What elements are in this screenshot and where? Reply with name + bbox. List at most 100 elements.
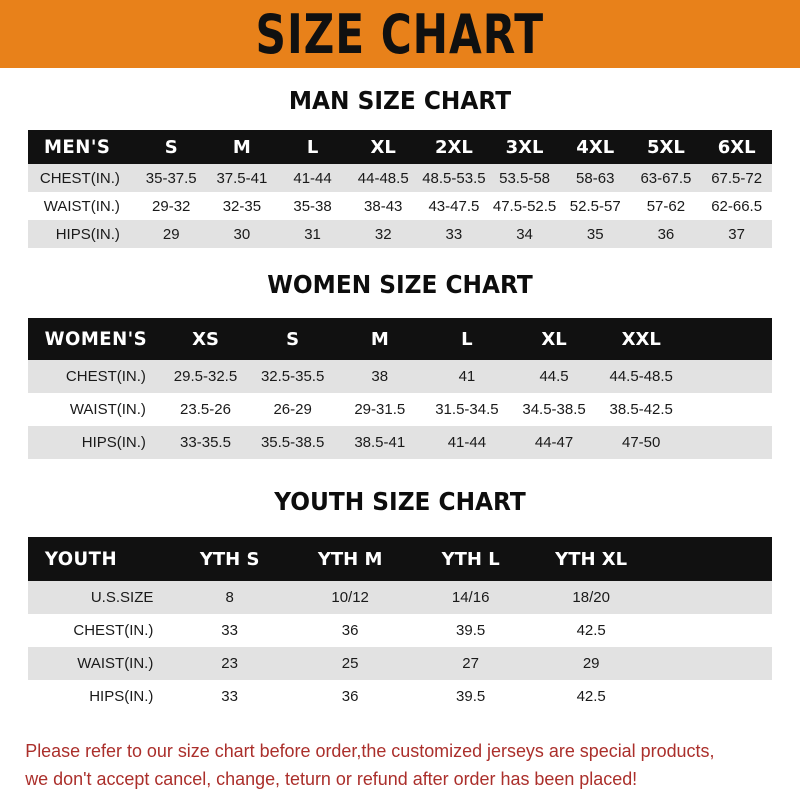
men-row-label-chest-in: CHEST(IN.) — [39, 169, 120, 187]
men-size-header-3xl: 3XL — [505, 136, 544, 158]
table-cell: 38.5-42.5 — [609, 401, 673, 418]
table-row: WAIST(IN.) 29-32 32-35 35-38 38-43 43-47.5 47.… — [28, 192, 772, 220]
table-row: WAIST(IN.) 23.5-26 26-29 29-31.5 31.5-34.5 34… — [28, 393, 772, 426]
table-cell: 63-67.5 — [640, 169, 692, 187]
table-cell: 35 — [586, 225, 604, 243]
women-size-header-xxl: XXL — [621, 328, 661, 350]
women-row-label-hips-in: HIPS(IN.) — [81, 434, 146, 451]
table-cell: 53.5-58 — [499, 169, 550, 187]
table-cell: 62-66.5 — [711, 197, 763, 215]
table-cell: 29-31.5 — [354, 401, 406, 418]
table-cell: 39.5 — [456, 622, 486, 639]
table-cell-filler — [685, 393, 772, 426]
women-size-header-xl: XL — [541, 328, 567, 350]
table-cell: 41-44 — [447, 434, 487, 451]
table-cell: 42.5 — [576, 622, 606, 639]
table-cell: 32 — [374, 225, 392, 243]
women-row-label-chest-in: CHEST(IN.) — [65, 368, 146, 385]
table-row: HIPS(IN.) 33 36 39.5 42.5 — [28, 680, 772, 713]
youth-section: YOUTH SIZE CHART YOUTH YTH S YTH M YTH L YTH… — [0, 487, 800, 713]
table-cell: 29-32 — [152, 197, 191, 215]
youth-section-title: YOUTH SIZE CHART — [274, 487, 526, 516]
table-cell: 38 — [371, 368, 389, 385]
banner-divider — [0, 68, 800, 73]
table-cell: 39.5 — [456, 688, 486, 705]
table-cell: 41-44 — [293, 169, 332, 187]
table-cell: 33-35.5 — [180, 434, 231, 451]
table-cell: 48.5-53.5 — [422, 169, 486, 187]
youth-row-label-waist-in: WAIST(IN.) — [77, 655, 154, 672]
table-cell: 47-50 — [622, 434, 661, 451]
youth-size-header-filler — [651, 537, 772, 581]
table-cell: 33 — [221, 688, 238, 705]
table-cell: 35-37.5 — [145, 169, 197, 187]
men-size-table: MEN'S S M L XL 2XL 3XL 4XL 5XL 6XL CHEST(IN.) 35-37… — [28, 130, 772, 248]
men-size-header-5xl: 5XL — [646, 136, 685, 158]
table-cell: 52.5-57 — [569, 197, 621, 215]
youth-size-header-yth-l: YTH L — [441, 548, 500, 570]
table-cell: 10/12 — [331, 589, 369, 606]
table-cell: 57-62 — [646, 197, 686, 215]
table-cell: 37.5-41 — [216, 169, 268, 187]
table-cell-filler — [685, 360, 772, 393]
youth-row-label-u-s-size: U.S.SIZE — [90, 589, 154, 606]
women-table-header-row: WOMEN'S XS S M L XL XXL — [28, 318, 772, 360]
table-row: U.S.SIZE 8 10/12 14/16 18/20 — [28, 581, 772, 614]
page-title: SIZE CHART — [255, 2, 545, 66]
table-cell: 14/16 — [451, 589, 490, 606]
table-cell: 34.5-38.5 — [522, 401, 586, 418]
table-row: CHEST(IN.) 33 36 39.5 42.5 — [28, 614, 772, 647]
table-cell: 35.5-38.5 — [260, 434, 325, 451]
table-cell: 58-63 — [576, 169, 615, 187]
table-cell: 23.5-26 — [180, 401, 231, 418]
table-cell: 38.5-41 — [354, 434, 406, 451]
table-cell: 37 — [728, 225, 745, 243]
table-cell: 8 — [225, 589, 234, 606]
table-cell: 44.5-48.5 — [609, 368, 673, 385]
table-cell: 31.5-34.5 — [435, 401, 499, 418]
men-table-header-row: MEN'S S M L XL 2XL 3XL 4XL 5XL 6XL — [28, 130, 772, 164]
table-cell: 18/20 — [572, 589, 610, 606]
women-row-label-waist-in: WAIST(IN.) — [69, 401, 146, 418]
women-size-table: WOMEN'S XS S M L XL XXL CHEST(IN.) 29.5-32.5 32.5… — [28, 318, 772, 459]
order-policy-note: Please refer to our size chart before or… — [0, 737, 776, 793]
youth-size-header-yth-m: YTH M — [317, 548, 383, 570]
youth-table-header-row: YOUTH YTH S YTH M YTH L YTH XL — [28, 537, 772, 581]
men-size-header-2xl: 2XL — [434, 136, 473, 158]
order-policy-note-line-2: we don't accept cancel, change, teturn o… — [25, 768, 638, 789]
table-cell-filler — [685, 426, 772, 459]
men-section: MAN SIZE CHART MEN'S S M L XL 2XL 3XL 4XL 5XL 6XL… — [0, 86, 800, 248]
youth-row-label-chest-in: CHEST(IN.) — [73, 622, 154, 639]
youth-size-header-yth-s: YTH S — [199, 548, 260, 570]
table-cell: 38-43 — [364, 197, 403, 215]
men-size-header-l: L — [306, 136, 319, 158]
table-cell: 29.5-32.5 — [173, 368, 238, 385]
men-size-header-m: M — [232, 136, 251, 158]
men-row-label-hips-in: HIPS(IN.) — [55, 225, 120, 243]
table-cell: 36 — [341, 622, 359, 639]
women-size-header-xs: XS — [192, 328, 219, 350]
youth-row-label-hips-in: HIPS(IN.) — [89, 688, 154, 705]
table-cell: 32.5-35.5 — [260, 368, 325, 385]
table-cell: 27 — [462, 655, 479, 672]
table-cell-filler — [651, 581, 772, 614]
table-cell: 25 — [341, 655, 359, 672]
women-size-header-s: S — [286, 328, 300, 350]
table-cell: 23 — [221, 655, 238, 672]
table-cell: 44-48.5 — [357, 169, 409, 187]
women-size-header-filler — [685, 318, 772, 360]
order-policy-note-line-1: Please refer to our size chart before or… — [25, 740, 715, 761]
men-size-header-s: S — [164, 136, 178, 158]
men-size-header-6xl: 6XL — [717, 136, 756, 158]
table-cell: 29 — [162, 225, 180, 243]
table-cell: 43-47.5 — [428, 197, 480, 215]
table-cell: 32-35 — [222, 197, 262, 215]
table-cell-filler — [651, 614, 772, 647]
men-row-label-waist-in: WAIST(IN.) — [43, 197, 120, 215]
table-row: HIPS(IN.) 29 30 31 32 33 34 35 36 37 — [28, 220, 772, 248]
table-cell-filler — [651, 647, 772, 680]
women-section-title: WOMEN SIZE CHART — [267, 270, 533, 299]
table-cell: 44.5 — [539, 368, 569, 385]
table-cell: 67.5-72 — [711, 169, 763, 187]
